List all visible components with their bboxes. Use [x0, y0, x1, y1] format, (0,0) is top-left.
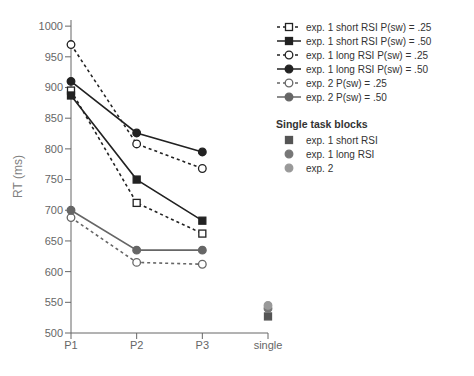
svg-text:RT (ms): RT (ms) — [11, 155, 25, 198]
html-text:exp. 1 short RSI P(sw) = .25: exp. 1 short RSI P(sw) = .25 — [306, 21, 432, 33]
svg-text:700: 700 — [45, 204, 63, 216]
svg-text:800: 800 — [45, 143, 63, 155]
svg-text:600: 600 — [45, 266, 63, 278]
svg-text:750: 750 — [45, 173, 63, 185]
svg-text:P3: P3 — [196, 339, 209, 351]
html-text:exp. 1 long RSI: exp. 1 long RSI — [306, 148, 375, 160]
svg-text:1000: 1000 — [39, 20, 63, 32]
svg-text:850: 850 — [45, 112, 63, 124]
html-text:exp. 1 short RSI: exp. 1 short RSI — [306, 134, 378, 146]
html-text:exp. 1 long RSI P(sw) = .25: exp. 1 long RSI P(sw) = .25 — [306, 49, 428, 61]
svg-text:900: 900 — [45, 81, 63, 93]
html-text:exp. 1 short RSI P(sw) = .50: exp. 1 short RSI P(sw) = .50 — [306, 35, 432, 47]
html-text:Single task blocks: Single task blocks — [276, 118, 368, 130]
svg-text:P2: P2 — [130, 339, 143, 351]
html-text:exp. 2 P(sw) = .25: exp. 2 P(sw) = .25 — [306, 77, 387, 89]
svg-text:500: 500 — [45, 327, 63, 339]
svg-text:950: 950 — [45, 51, 63, 63]
html-text:exp. 2 P(sw) = .50: exp. 2 P(sw) = .50 — [306, 91, 387, 103]
svg-text:650: 650 — [45, 235, 63, 247]
html-text:exp. 1 long RSI P(sw) = .50: exp. 1 long RSI P(sw) = .50 — [306, 63, 428, 75]
svg-text:single: single — [254, 339, 283, 351]
svg-text:550: 550 — [45, 296, 63, 308]
svg-text:P1: P1 — [64, 339, 77, 351]
html-text:exp. 2: exp. 2 — [306, 162, 334, 174]
